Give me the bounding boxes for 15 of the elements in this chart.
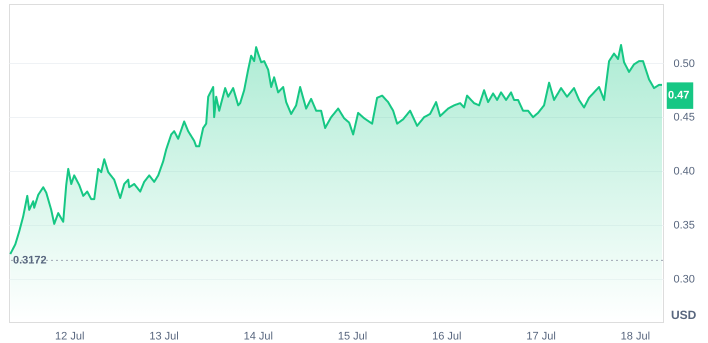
ref-line-label: 0.3172 [13,254,47,266]
x-tick-label: 16 Jul [432,330,462,342]
x-tick-label: 15 Jul [338,330,368,342]
annotation: 0.47 [668,90,690,102]
x-tick-label: 13 Jul [149,330,179,342]
x-tick-label: 12 Jul [55,330,84,342]
x-tick-label: 14 Jul [244,330,273,342]
y-tick-label: 0.40 [674,166,695,178]
x-tick-label: 17 Jul [526,330,556,342]
y-axis-title: USD [671,308,697,322]
y-tick-label: 0.30 [674,273,695,286]
y-tick-label: 0.35 [674,219,695,232]
y-tick-label: 0.45 [674,112,695,124]
y-tick-label: 0.50 [674,58,695,70]
x-tick-label: 18 Jul [620,330,650,342]
